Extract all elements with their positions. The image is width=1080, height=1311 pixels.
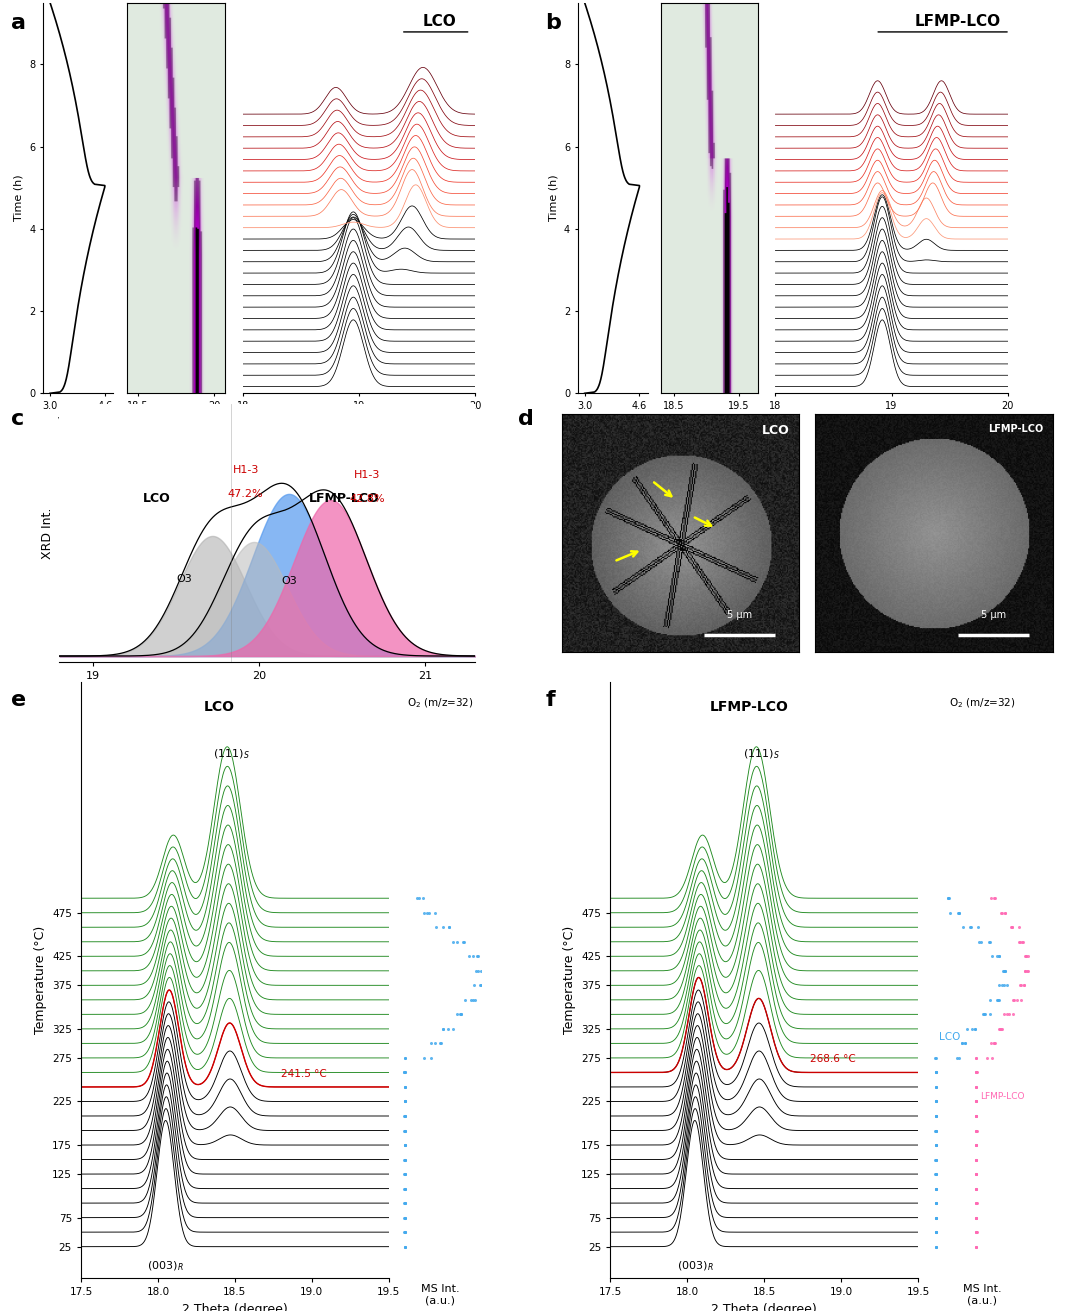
LFMP-LCO bbox=[1018, 964, 1031, 979]
X-axis label: MS Int.
(a.u.): MS Int. (a.u.) bbox=[963, 1283, 1001, 1306]
Text: (003)$_R$: (003)$_R$ bbox=[147, 1260, 184, 1273]
Y-axis label: XRD Int.: XRD Int. bbox=[41, 507, 54, 558]
X-axis label: 2 Theta (degree): 2 Theta (degree) bbox=[183, 1303, 287, 1311]
Text: f: f bbox=[545, 690, 555, 709]
LFMP-LCO bbox=[969, 1224, 982, 1240]
X-axis label: 2θ (°): 2θ (°) bbox=[693, 417, 726, 426]
Text: 241.5 °C: 241.5 °C bbox=[281, 1068, 327, 1079]
LCO bbox=[942, 890, 955, 906]
Text: LCO: LCO bbox=[940, 1032, 960, 1042]
LFMP-LCO bbox=[985, 890, 998, 906]
Text: LFMP-LCO: LFMP-LCO bbox=[981, 1092, 1025, 1101]
Text: O3: O3 bbox=[281, 576, 297, 586]
LFMP-LCO bbox=[970, 1210, 983, 1226]
X-axis label: 2θ (°): 2θ (°) bbox=[160, 417, 192, 426]
Text: (111)$_S$: (111)$_S$ bbox=[214, 747, 251, 762]
LCO bbox=[929, 1224, 942, 1240]
Text: LFMP-LCO: LFMP-LCO bbox=[915, 14, 1001, 29]
X-axis label: 2Theta (degree): 2Theta (degree) bbox=[216, 687, 319, 700]
X-axis label: 2 Theta (degree): 2 Theta (degree) bbox=[712, 1303, 816, 1311]
X-axis label: Volt (V): Volt (V) bbox=[593, 417, 633, 426]
Text: LFMP-LCO: LFMP-LCO bbox=[309, 493, 379, 505]
Text: H1-3: H1-3 bbox=[232, 465, 259, 476]
X-axis label: 2θ (°): 2θ (°) bbox=[876, 417, 907, 426]
Text: LCO: LCO bbox=[143, 493, 171, 505]
Text: LFMP-LCO: LFMP-LCO bbox=[710, 700, 788, 713]
Text: e: e bbox=[11, 690, 26, 709]
LCO bbox=[998, 964, 1011, 979]
LCO bbox=[929, 1065, 942, 1080]
Text: b: b bbox=[545, 13, 562, 33]
Text: H1-3: H1-3 bbox=[354, 471, 380, 480]
Text: O$_2$ (m/z=32): O$_2$ (m/z=32) bbox=[949, 696, 1015, 711]
LFMP-LCO bbox=[970, 1239, 983, 1255]
Y-axis label: Temperature (°C): Temperature (°C) bbox=[563, 926, 576, 1034]
Text: 268.6 °C: 268.6 °C bbox=[810, 1054, 856, 1065]
LFMP-LCO bbox=[970, 1065, 983, 1080]
Text: 42.8%: 42.8% bbox=[349, 494, 384, 505]
Text: O3: O3 bbox=[176, 574, 192, 583]
Text: (003)$_R$: (003)$_R$ bbox=[676, 1260, 713, 1273]
Line: LFMP-LCO: LFMP-LCO bbox=[974, 897, 1029, 1248]
Y-axis label: Temperature (°C): Temperature (°C) bbox=[33, 926, 46, 1034]
LCO bbox=[930, 1239, 943, 1255]
Text: d: d bbox=[518, 409, 535, 429]
LFMP-LCO bbox=[987, 1036, 1000, 1051]
Line: LCO: LCO bbox=[934, 897, 1009, 1248]
Text: LFMP-LCO: LFMP-LCO bbox=[988, 423, 1043, 434]
Text: 5 μm: 5 μm bbox=[727, 611, 753, 620]
Text: LCO: LCO bbox=[423, 14, 457, 29]
LFMP-LCO bbox=[988, 890, 1001, 906]
X-axis label: Volt (V): Volt (V) bbox=[58, 417, 98, 426]
LCO bbox=[929, 1210, 942, 1226]
Text: 47.2%: 47.2% bbox=[228, 489, 264, 499]
Y-axis label: Time (h): Time (h) bbox=[14, 174, 24, 222]
Text: a: a bbox=[11, 13, 26, 33]
Text: c: c bbox=[11, 409, 24, 429]
X-axis label: MS Int.
(a.u.): MS Int. (a.u.) bbox=[421, 1283, 459, 1306]
Text: 5 μm: 5 μm bbox=[981, 611, 1007, 620]
Text: LCO: LCO bbox=[204, 700, 235, 713]
LCO bbox=[929, 1151, 942, 1167]
LCO bbox=[943, 890, 956, 906]
LFMP-LCO bbox=[969, 1151, 982, 1167]
LCO bbox=[956, 1036, 969, 1051]
Text: (111)$_S$: (111)$_S$ bbox=[743, 747, 780, 762]
Text: LCO: LCO bbox=[762, 423, 789, 437]
X-axis label: 2θ (°): 2θ (°) bbox=[343, 417, 375, 426]
Text: O$_2$ (m/z=32): O$_2$ (m/z=32) bbox=[407, 696, 473, 711]
Y-axis label: Time (h): Time (h) bbox=[549, 174, 558, 222]
